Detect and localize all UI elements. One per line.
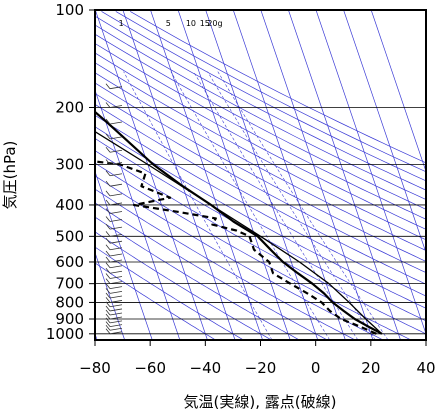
y-tick-label: 1000 — [46, 325, 84, 343]
x-axis-title: 気温(実線), 露点(破線) — [184, 393, 337, 411]
isotherm-line — [123, 10, 235, 340]
y-tick-label: 400 — [55, 196, 84, 214]
x-tick-label: −40 — [190, 359, 222, 377]
wind-barb-flag — [106, 200, 110, 205]
dry-adiabat-line — [116, 11, 436, 340]
isotherm-line — [261, 10, 373, 340]
x-tick-label: 40 — [416, 359, 435, 377]
wind-barb-flag — [106, 231, 110, 236]
wind-barb — [110, 296, 122, 298]
wind-barb — [110, 266, 122, 268]
wind-barb-flag — [106, 102, 110, 107]
dry-adiabat-line — [44, 11, 436, 340]
wind-barb-flag — [106, 274, 110, 279]
x-axis: −80 −60 −40 −20 0 20 40 — [79, 340, 435, 377]
y-tick-label: 600 — [55, 253, 84, 271]
wind-barb — [110, 194, 122, 196]
wind-barb — [110, 271, 122, 273]
wind-barb — [110, 291, 122, 293]
dry-adiabat-line — [0, 11, 355, 340]
mixing-ratio-line — [218, 72, 388, 340]
isotherm-line — [206, 10, 318, 340]
wind-barb — [110, 305, 122, 307]
x-tick-label: 0 — [311, 359, 321, 377]
wind-barb-flag — [106, 297, 110, 302]
mixing-ratio-label: 1 — [119, 19, 124, 28]
isotherm-line — [288, 10, 400, 340]
wind-barb — [110, 309, 122, 311]
mixing-ratio-label: 20g — [207, 19, 222, 28]
wind-barb — [110, 241, 122, 243]
wind-barb-flag — [106, 84, 110, 89]
wind-barb — [110, 254, 122, 256]
y-tick-label: 100 — [55, 1, 84, 19]
mixing-ratio-label: 5 — [166, 19, 171, 28]
isotherm-line — [233, 10, 345, 340]
wind-barb-flag — [106, 191, 110, 196]
wind-barb — [110, 184, 122, 186]
y-tick-label: 200 — [55, 98, 84, 116]
wind-barbs — [106, 84, 122, 334]
x-tick-label: −60 — [134, 359, 166, 377]
mixing-ratio-label: 10 — [186, 19, 196, 28]
wind-barb — [110, 287, 122, 289]
wind-barb — [110, 321, 122, 323]
isotherm-line — [344, 10, 436, 340]
x-tick-label: 20 — [361, 359, 380, 377]
y-axis-title: 気圧(hPa) — [1, 141, 19, 210]
y-tick-label: 700 — [55, 275, 84, 293]
y-tick-label: 800 — [55, 293, 84, 311]
wind-barb — [110, 328, 122, 330]
y-tick-label: 300 — [55, 155, 84, 173]
x-tick-label: −80 — [79, 359, 111, 377]
wind-barb-flag — [106, 217, 110, 222]
wind-barb-flag — [106, 279, 110, 284]
wind-barb-flag — [106, 238, 110, 243]
wind-barb-flag — [106, 263, 110, 268]
wind-barb — [110, 122, 122, 124]
wind-barb-flag — [106, 245, 110, 250]
wind-barb-flag — [106, 288, 110, 293]
wind-barb-flag — [106, 257, 110, 262]
x-tick-label: −20 — [245, 359, 277, 377]
wind-barb — [110, 211, 122, 213]
y-tick-label: 500 — [55, 227, 84, 245]
